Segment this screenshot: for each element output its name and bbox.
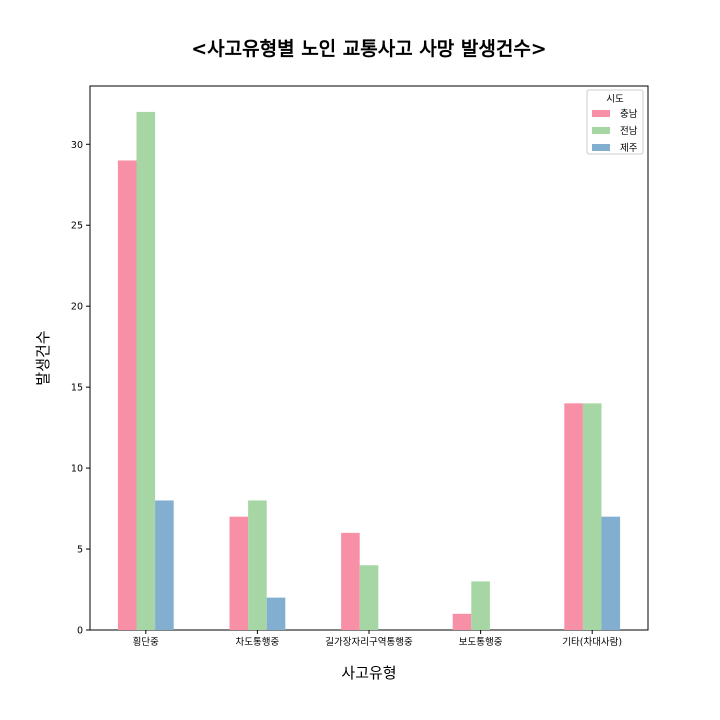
legend-box [586, 89, 644, 155]
bar-충남-보도통행중 [452, 613, 472, 630]
x-tick-label: 기타(차대사람) [562, 636, 622, 648]
x-tick-label: 차도통행중 [236, 636, 280, 648]
bar-충남-기타(차대사람) [564, 403, 583, 630]
bar-전남-길가장자리구역통행중 [359, 565, 379, 630]
x-tick-label: 길가장자리구역통행중 [325, 636, 413, 648]
bar-전남-차도통행중 [248, 500, 267, 630]
bar-전남-횡단중 [136, 111, 156, 630]
x-tick-label: 보도통행중 [459, 636, 503, 648]
legend-label-전남: 전남 [620, 126, 638, 137]
y-tick-label: 0 [77, 626, 83, 637]
x-axis-ticks: 횡단중 차도통행중 길가장자리구역통행중 보도통행중 기타(차대사람) [133, 630, 622, 648]
legend-label-충남: 충남 [620, 109, 638, 120]
chart-title: <사고유형별 노인 교통사고 사망 발생건수> [191, 38, 546, 60]
x-axis-label: 사고유형 [341, 664, 396, 682]
y-tick-label: 25 [71, 221, 83, 232]
bar-충남-차도통행중 [229, 516, 249, 630]
y-tick-label: 30 [71, 140, 83, 151]
bar-제주-기타(차대사람) [601, 516, 621, 630]
y-axis-label: 발생건수 [34, 330, 52, 385]
bar-전남-보도통행중 [471, 581, 490, 630]
legend-swatch-충남 [592, 110, 610, 117]
bar-제주-차도통행중 [266, 597, 286, 630]
legend-swatch-제주 [592, 144, 610, 151]
y-tick-label: 5 [77, 545, 83, 556]
x-tick-label: 횡단중 [133, 636, 159, 648]
bar-전남-기타(차대사람) [582, 403, 602, 630]
y-tick-label: 20 [71, 302, 83, 313]
y-tick-label: 15 [71, 383, 83, 394]
y-axis-ticks: 0 5 10 15 20 25 30 [71, 140, 90, 637]
y-tick-label: 10 [71, 464, 83, 475]
bar-제주-횡단중 [155, 500, 174, 630]
bar-충남-횡단중 [117, 160, 137, 630]
legend-title: 시도 [606, 94, 624, 105]
bars-layer [117, 111, 621, 630]
legend-label-제주: 제주 [620, 143, 638, 154]
bar-충남-길가장자리구역통행중 [341, 532, 360, 630]
legend-swatch-전남 [592, 127, 610, 134]
